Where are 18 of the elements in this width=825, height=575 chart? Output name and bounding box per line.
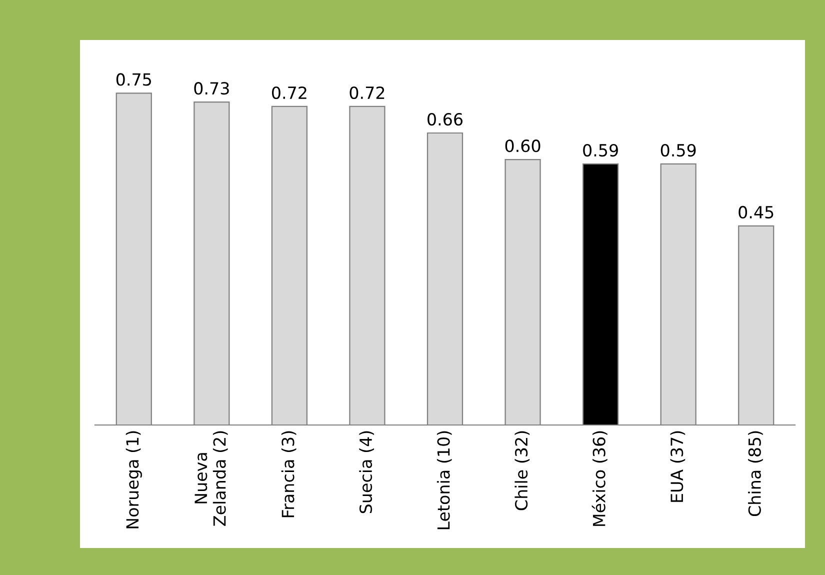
data-label: 0.72 [272,86,306,100]
data-label: 0.75 [116,73,151,86]
x-tick-label: Chile (32) [514,431,530,510]
data-label: 0.73 [194,82,229,95]
x-tick-label: Letonia (10) [436,431,452,530]
data-label: 0.66 [428,112,463,126]
data-label: 0.45 [738,206,774,219]
x-tick-label: China (85) [748,431,763,516]
x-tick-label: Suecia (4) [359,431,374,514]
data-label: 0.60 [505,140,540,152]
data-label: 0.72 [350,86,384,100]
x-tick-label: Nueva Zelanda (2) [194,431,228,526]
x-tick-label: México (36) [592,431,608,526]
x-tick-label: EUA (37) [670,431,686,502]
x-tick-label: Francia (3) [281,431,296,518]
data-label: 0.59 [660,144,696,157]
x-tick-label: Noruega (1) [126,431,142,528]
data-label: 0.59 [583,144,618,157]
